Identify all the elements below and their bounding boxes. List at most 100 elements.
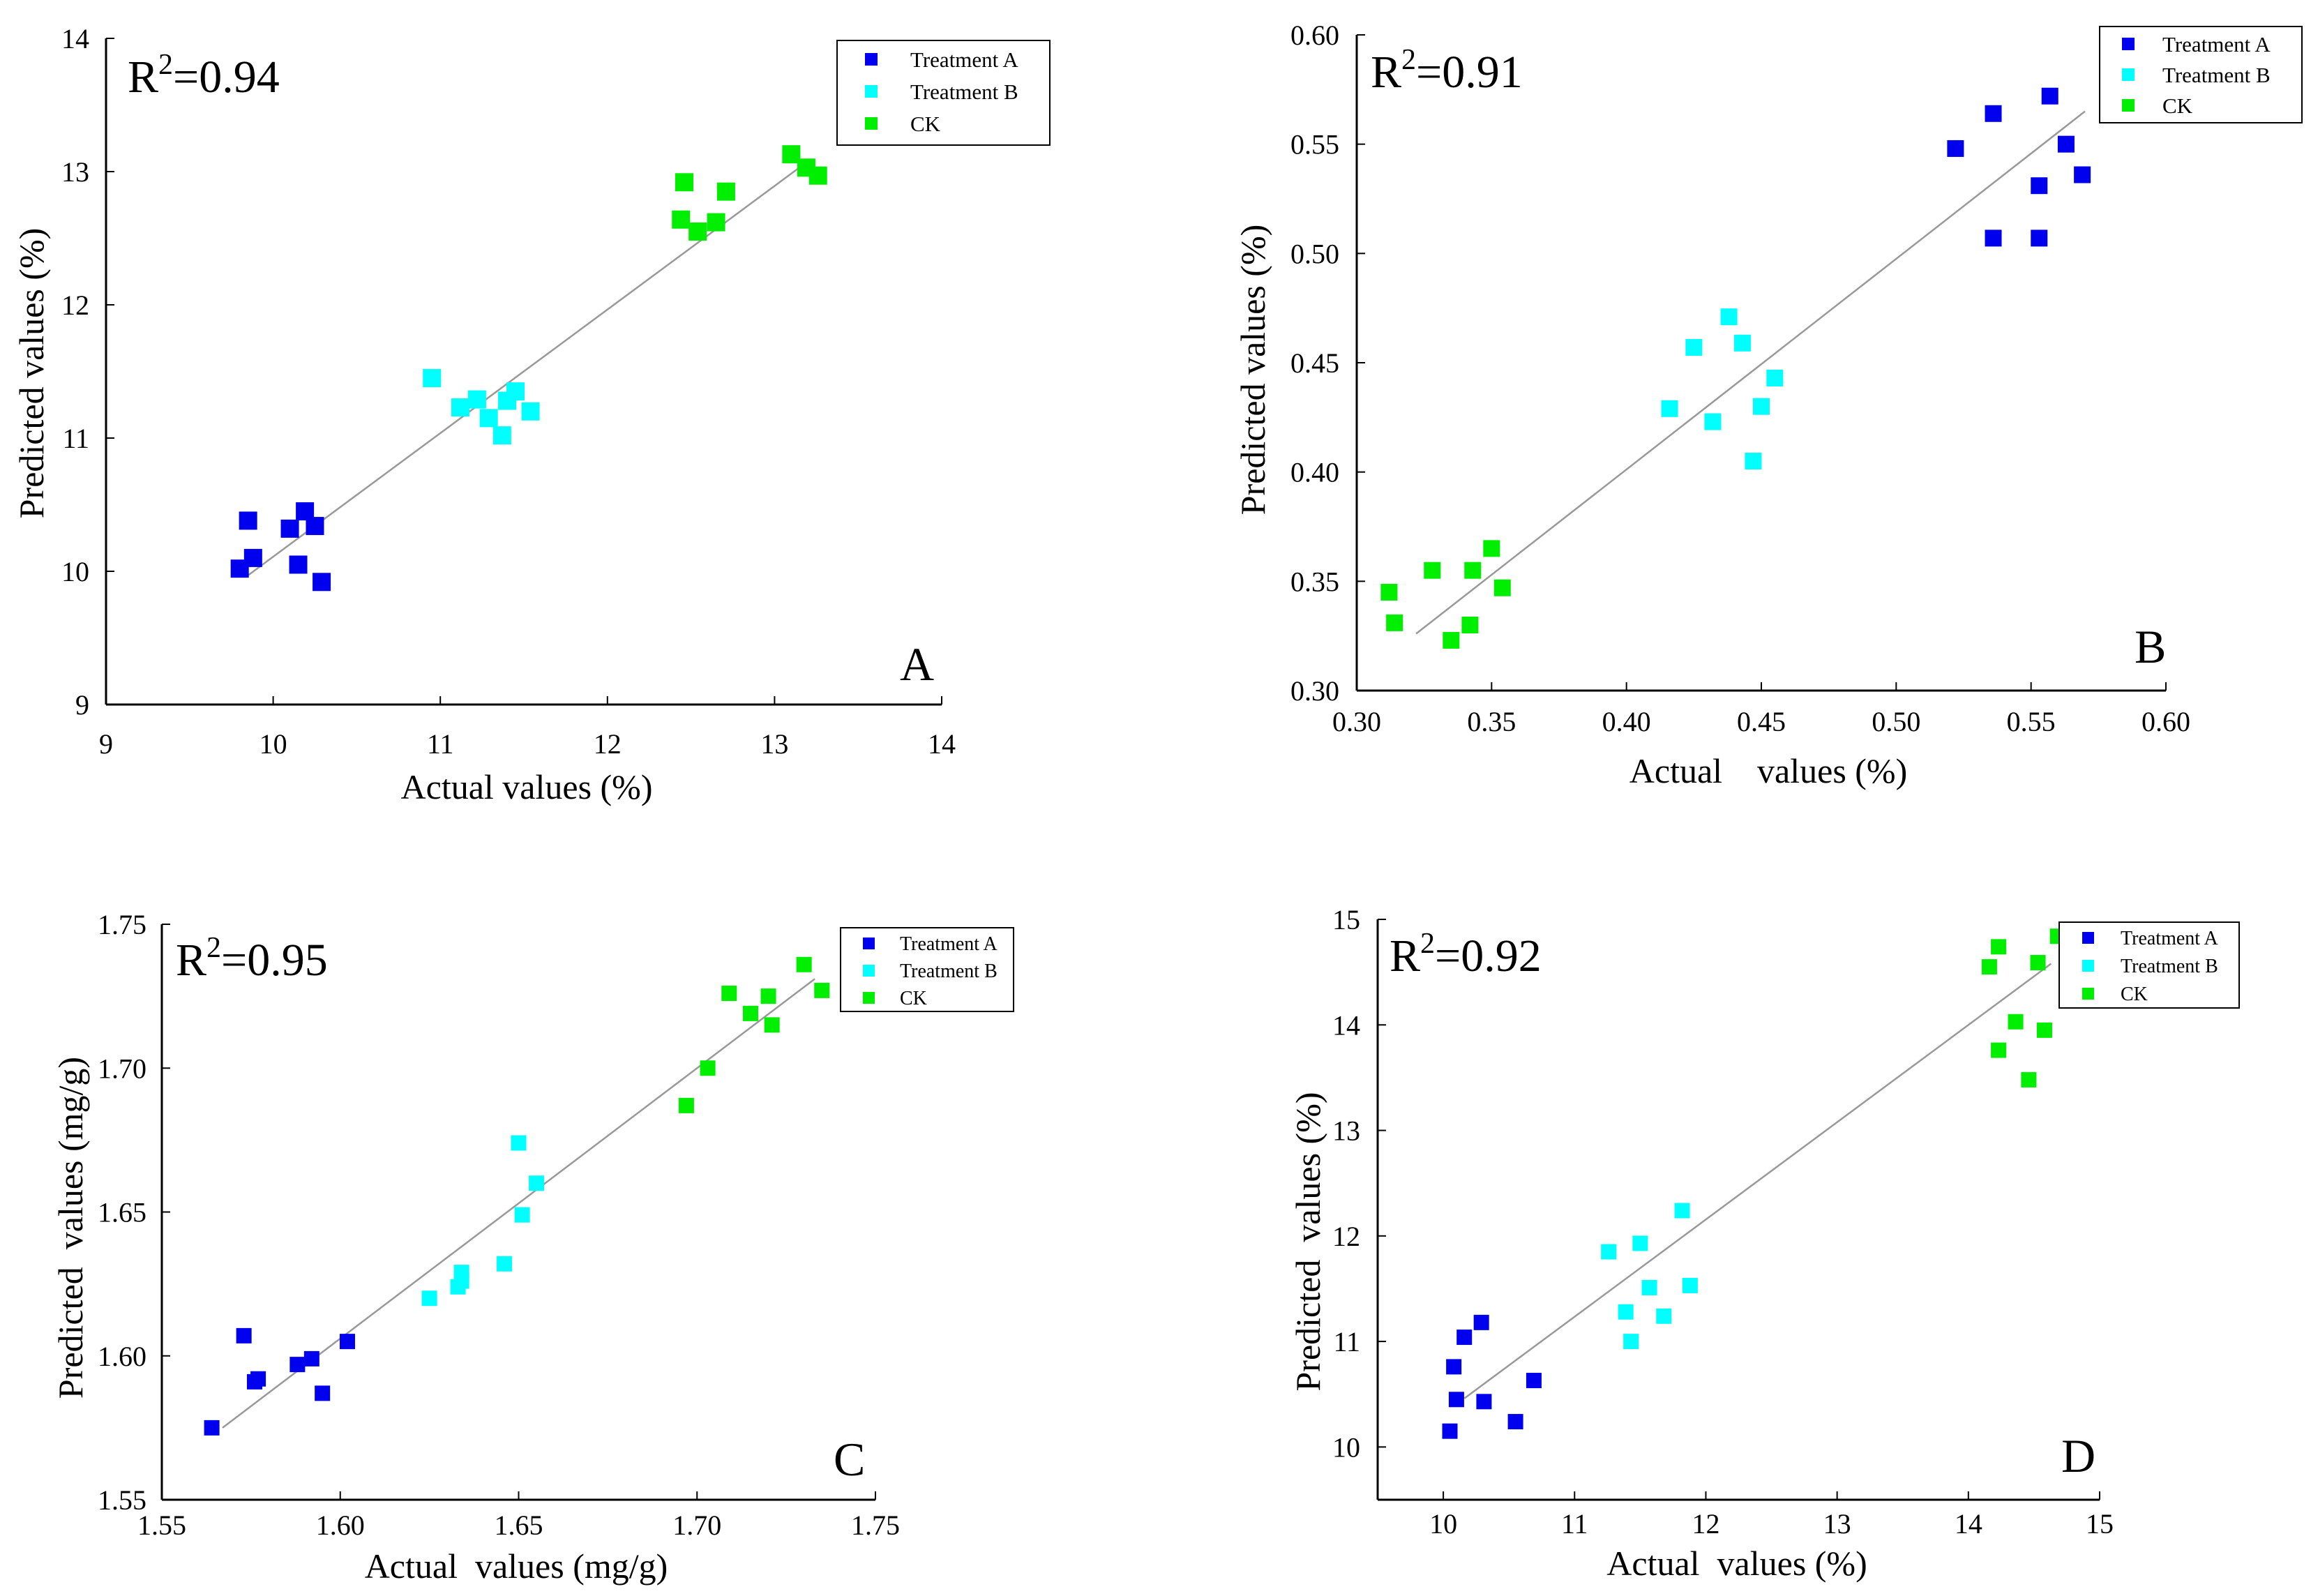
panel-d-point-treatment-b [1674, 1203, 1690, 1219]
panel-b-x-tick-label: 0.30 [1332, 706, 1381, 737]
panel-c-point-treatment-b [497, 1256, 513, 1272]
panel-b-y-tick-label: 0.55 [1290, 129, 1339, 160]
panel-c-point-ck [678, 1097, 694, 1113]
panel-c-legend-swatch-ck [863, 992, 875, 1004]
panel-c-point-treatment-a [339, 1334, 355, 1350]
panel-c-legend: Treatment A Treatment B CK [840, 927, 1014, 1012]
panel-b-plot-area: 0.30 0.35 0.40 0.45 0.50 0.55 0.60 0.30 0.35 0.40… [1290, 20, 2190, 737]
panel-a-legend-label-treatment-a: Treatment A [910, 47, 1018, 72]
panel-a-point-ck [808, 166, 827, 185]
panel-a-y-tick-label: 12 [61, 289, 89, 321]
panel-c-plot-area: 1.55 1.60 1.65 1.70 1.75 1.55 1.60 1.65 1.70 1.75 [98, 909, 900, 1541]
panel-a-legend-swatch-treatment-b [865, 85, 878, 98]
panel-a-y-axis-title: Predicted values (%) [12, 228, 51, 519]
panel-c-x-tick-label: 1.70 [672, 1510, 721, 1541]
panel-a-legend-swatch-ck [865, 117, 878, 130]
panel-a-x-tick-label: 14 [928, 728, 956, 760]
panel-a-point-ck [675, 173, 694, 192]
panel-b-point-ck [1380, 584, 1398, 601]
panel-d-plot-area: 10 11 12 13 14 15 10 11 12 13 14 15 [1332, 904, 2114, 1539]
panel-a-y-tick-label: 11 [62, 423, 89, 454]
panel-a-x-tick-label: 11 [427, 728, 454, 760]
panel-c-x-tick-label: 1.75 [851, 1510, 900, 1541]
panel-d-y-axis-title: Predicted values (%) [1288, 1092, 1327, 1391]
panel-c-y-tick-label: 1.60 [98, 1341, 146, 1372]
panel-a-legend-label-ck: CK [910, 112, 941, 136]
panel-a-r2-label: R2=0.94 [128, 49, 280, 103]
panel-d-point-treatment-b [1656, 1308, 1672, 1324]
panel-d-point-ck [2030, 955, 2046, 971]
panel-d-point-treatment-b [1632, 1235, 1648, 1251]
panel-c-x-tick-label: 1.60 [316, 1510, 365, 1541]
panel-c-point-treatment-b [529, 1175, 545, 1191]
panel-d-y-tick-label: 11 [1333, 1326, 1360, 1357]
panel-b-legend-label-ck: CK [2162, 93, 2193, 118]
panel-c-y-tick-label: 1.70 [98, 1053, 146, 1084]
panel-c-r2-label: R2=0.95 [176, 932, 328, 986]
panel-c-y-tick-label: 1.55 [98, 1484, 146, 1516]
panel-d-x-tick-label: 11 [1561, 1508, 1588, 1539]
panel-a-point-ck [688, 222, 707, 241]
panel-a-point-treatment-b [451, 398, 469, 417]
panel-c-point-ck [814, 982, 830, 998]
panel-c-x-axis-title: Actual values (mg/g) [365, 1546, 668, 1586]
panel-a-letter: A [900, 638, 934, 691]
panel-a-point-ck [672, 210, 691, 229]
panel-d-y-tick-label: 15 [1332, 904, 1360, 935]
panel-d-fit-line [1463, 963, 2052, 1399]
panel-c-legend-swatch-treatment-b [863, 965, 875, 977]
panel-d-legend-label-treatment-b: Treatment B [2121, 956, 2218, 977]
panel-a-x-tick-label: 12 [594, 728, 622, 760]
panel-a-legend-label-treatment-b: Treatment B [910, 80, 1018, 104]
panel-c-legend-label-treatment-b: Treatment B [900, 961, 998, 982]
panel-d-point-treatment-a [1442, 1423, 1458, 1439]
panel-b-x-tick-label: 0.45 [1737, 706, 1786, 737]
panel-b-point-treatment-a [2031, 177, 2048, 195]
panel-a-x-tick-label: 13 [760, 728, 788, 760]
panel-b-point-ck [1483, 540, 1500, 557]
panel-d: 10 11 12 13 14 15 10 11 12 13 14 15 R2=0.92 D Actua… [1288, 904, 2240, 1583]
panel-b-point-treatment-b [1685, 339, 1703, 356]
panel-d-x-tick-label: 14 [1955, 1508, 1982, 1539]
panel-b-x-tick-label: 0.40 [1602, 706, 1651, 737]
panel-d-legend-swatch-treatment-a [2082, 932, 2094, 944]
panel-c-point-treatment-b [421, 1290, 437, 1307]
panel-c-point-treatment-a [236, 1327, 252, 1343]
panel-a-point-treatment-a [306, 517, 324, 536]
panel-d-y-tick-label: 13 [1332, 1115, 1360, 1147]
panel-a-y-tick-label: 13 [61, 156, 89, 188]
panel-b-point-ck [1386, 614, 1403, 631]
panel-d-point-ck [2021, 1071, 2037, 1087]
panel-d-legend-label-ck: CK [2121, 984, 2148, 1005]
panel-a-point-treatment-b [506, 382, 525, 401]
panel-b-x-axis-title: Actual values (%) [1629, 751, 1907, 790]
panel-a-point-treatment-a [289, 555, 308, 574]
panel-b-r2-label: R2=0.91 [1371, 44, 1523, 98]
panel-d-x-tick-label: 10 [1429, 1508, 1457, 1539]
panel-b-point-treatment-a [2074, 166, 2091, 183]
panel-a-point-ck [707, 213, 725, 232]
panel-c-point-treatment-b [511, 1135, 527, 1151]
panel-b-point-treatment-a [1947, 140, 1964, 157]
panel-b-point-treatment-b [1733, 334, 1751, 352]
panel-a-x-tick-label: 9 [99, 728, 113, 760]
panel-b-x-tick-label: 0.55 [2007, 706, 2056, 737]
panel-b-point-ck [1464, 562, 1482, 579]
panel-a-y-tick-label: 9 [75, 689, 89, 721]
panel-b-legend-swatch-ck [2122, 99, 2135, 112]
panel-d-r2-label: R2=0.92 [1390, 928, 1542, 981]
panel-d-point-treatment-b [1682, 1277, 1698, 1293]
panel-d-point-treatment-b [1601, 1244, 1617, 1260]
panel-a-point-treatment-a [239, 511, 257, 530]
panel-d-x-axis-title: Actual values (%) [1606, 1544, 1867, 1583]
panel-a-point-treatment-b [423, 369, 442, 388]
panel-b-point-ck [1461, 617, 1479, 633]
panel-c-legend-label-ck: CK [900, 988, 927, 1009]
panel-d-point-treatment-a [1526, 1373, 1542, 1389]
panel-c-point-ck [721, 986, 737, 1001]
panel-a-y-tick-label: 10 [61, 556, 89, 587]
panel-d-x-tick-label: 15 [2086, 1508, 2114, 1539]
panel-b-letter: B [2135, 620, 2166, 673]
panel-c-point-ck [760, 988, 776, 1004]
panel-d-point-treatment-a [1473, 1314, 1489, 1330]
